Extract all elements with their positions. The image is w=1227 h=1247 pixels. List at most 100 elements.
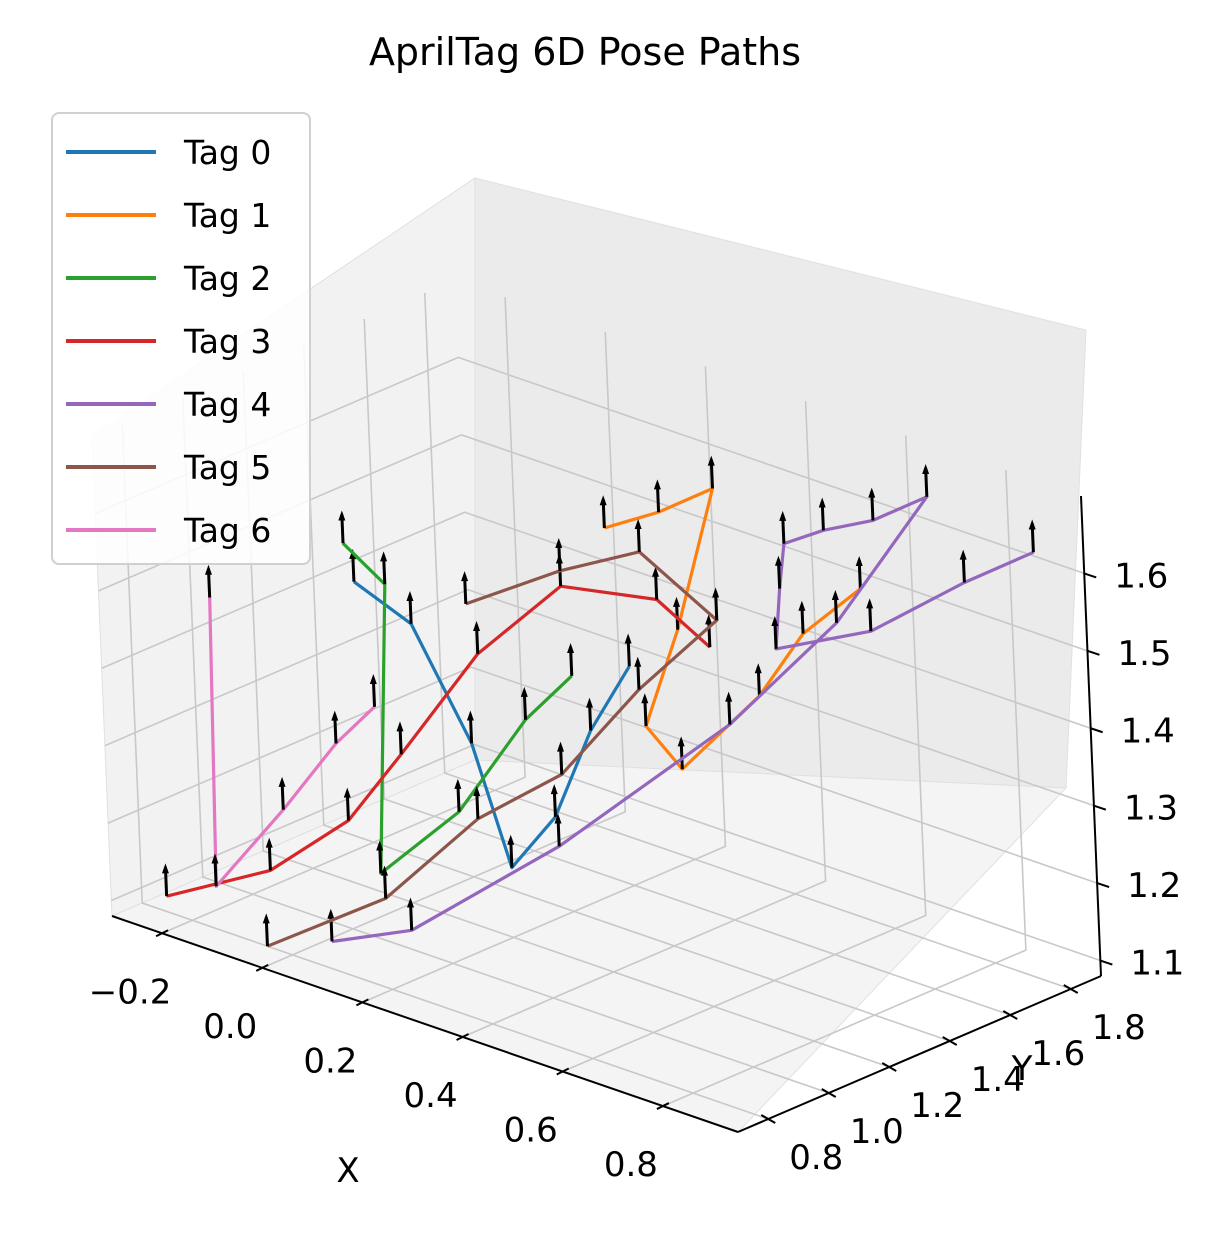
pose-arrow — [774, 555, 782, 589]
chart-title: AprilTag 6D Pose Paths — [369, 30, 801, 74]
pose-arrow — [520, 686, 528, 720]
pose-arrow — [331, 710, 339, 744]
pose-arrow — [673, 596, 681, 630]
x-tick-label: 0.0 — [203, 1007, 257, 1047]
y-tick-mark — [942, 1036, 958, 1046]
gridline-z — [111, 743, 1101, 962]
pose-arrow — [705, 614, 713, 648]
y-axis-line — [737, 975, 1102, 1133]
y-tick-mark — [1002, 1010, 1018, 1020]
pose-arrow — [454, 778, 462, 812]
pose-arrow — [338, 510, 346, 544]
z-tick-mark — [1087, 649, 1100, 656]
pose-arrow — [550, 784, 558, 817]
legend-label: Tag 5 — [183, 448, 271, 487]
z-tick-label: 1.2 — [1127, 866, 1181, 906]
y-tick-label: 1.2 — [910, 1086, 964, 1126]
x-tick-mark — [556, 1067, 570, 1076]
series-line-tag-3 — [166, 584, 711, 898]
x-tick-label: 0.8 — [604, 1145, 658, 1185]
gridline-x — [662, 470, 1027, 1107]
gridline-x — [462, 400, 827, 1038]
x-axis-label: X — [336, 1151, 359, 1191]
gridline-x — [362, 366, 727, 1004]
y-tick-mark — [821, 1088, 837, 1098]
pose-arrow — [211, 853, 219, 887]
gridline-y — [121, 422, 769, 1120]
series-line-tag-1 — [603, 486, 862, 771]
pose-arrow — [707, 455, 715, 489]
x-tick-label: 0.6 — [504, 1111, 558, 1151]
z-tick-label: 1.1 — [1130, 944, 1184, 984]
pose-arrow — [634, 656, 642, 690]
legend-label: Tag 0 — [183, 133, 271, 172]
gridline-z — [104, 588, 1095, 807]
gridline-z — [101, 511, 1091, 730]
pose-arrow — [922, 463, 930, 497]
pose-arrow — [473, 621, 481, 654]
x-tick-mark — [355, 998, 369, 1007]
grid — [94, 292, 1101, 1120]
legend-label: Tag 2 — [183, 259, 271, 298]
z-tick-label: 1.5 — [1117, 634, 1171, 674]
pose-arrow — [369, 674, 377, 707]
gridline-x — [261, 331, 627, 969]
y-tick-mark — [881, 1062, 897, 1072]
z-tick-label: 1.6 — [1114, 556, 1168, 596]
pose-arrow — [677, 736, 685, 770]
pose-arrow — [866, 598, 874, 632]
y-tick-label: 1.6 — [1031, 1034, 1085, 1074]
pose-arrow — [343, 787, 351, 821]
pose-arrow — [653, 479, 661, 513]
gridline-z — [107, 666, 1098, 884]
pose-arrow — [204, 564, 212, 598]
pose-arrow — [265, 837, 273, 871]
z-tick-mark — [1093, 804, 1107, 811]
gridline-x — [562, 435, 927, 1073]
pose-arrow — [586, 697, 594, 731]
x-tick-mark — [255, 963, 269, 972]
pose-arrow — [406, 590, 414, 624]
z-tick-mark — [1096, 882, 1110, 889]
pose-arrow — [771, 616, 779, 649]
legend-label: Tag 1 — [183, 196, 271, 235]
pose-arrow — [831, 590, 839, 623]
z-tick-mark — [1083, 572, 1097, 579]
series-line-tag-5 — [266, 550, 719, 948]
gridline-x — [161, 297, 526, 935]
legend-frame — [51, 112, 311, 565]
pose-arrow — [376, 840, 384, 874]
axis-lines — [111, 495, 1102, 1133]
pose-arrow — [262, 913, 270, 947]
back-right-pane — [474, 177, 1087, 789]
x-tick-label: 0.2 — [303, 1041, 357, 1081]
z-tick-mark — [1090, 727, 1103, 734]
pose-arrow — [754, 663, 762, 697]
x-axis-line — [111, 915, 739, 1133]
x-tick-label: 0.4 — [404, 1076, 458, 1116]
x-tick-mark — [456, 1033, 470, 1041]
y-tick-mark — [1063, 984, 1079, 994]
gridline-y — [363, 318, 1011, 1016]
pose-arrow — [624, 633, 632, 667]
pose-arrow — [461, 571, 469, 605]
y-tick-label: 1.4 — [971, 1060, 1025, 1100]
z-tick-mark — [1100, 959, 1113, 966]
legend-label: Tag 6 — [183, 511, 271, 550]
y-tick-mark — [760, 1114, 776, 1124]
pose-arrow — [396, 721, 404, 755]
pose-arrow — [557, 741, 565, 775]
y-tick-label: 1.0 — [850, 1112, 904, 1152]
y-tick-label: 1.8 — [1092, 1008, 1146, 1048]
pose-arrow — [818, 497, 826, 531]
pose-arrow — [161, 863, 169, 897]
pose-arrow — [554, 813, 562, 847]
gridline-y — [423, 292, 1072, 990]
y-tick-label: 0.8 — [789, 1138, 843, 1178]
pose-arrow — [634, 519, 642, 552]
series-line-tag-4 — [331, 495, 1035, 944]
pose-arrow — [466, 710, 474, 744]
pose-arrow — [278, 776, 286, 810]
pose-arrow — [855, 556, 863, 589]
